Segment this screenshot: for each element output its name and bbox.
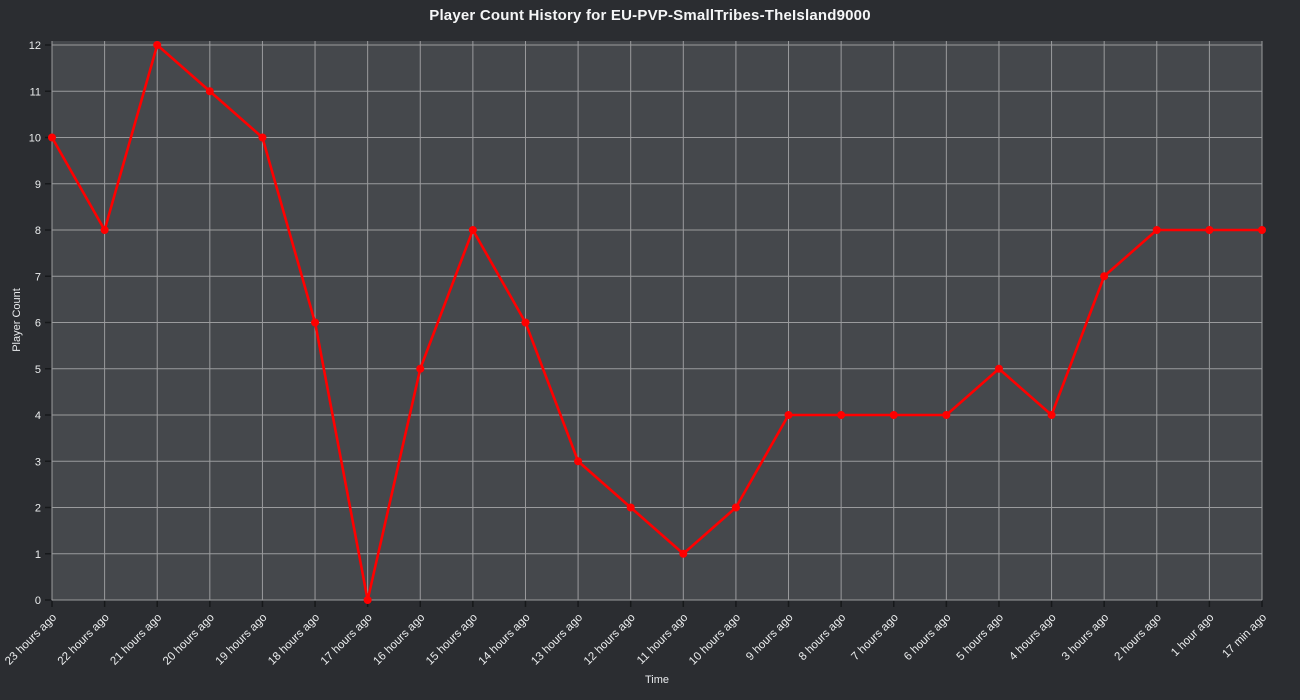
data-point (731, 503, 740, 512)
data-point (784, 411, 793, 419)
data-point (889, 411, 898, 419)
x-tick-label: 4 hours ago (1007, 612, 1058, 663)
data-point (1152, 226, 1161, 234)
x-tick-label: 5 hours ago (955, 612, 1006, 663)
x-tick-label: 10 hours ago (687, 612, 743, 668)
x-tick-label: 14 hours ago (477, 612, 533, 668)
data-point (942, 411, 951, 419)
data-point (100, 226, 109, 234)
x-tick-label: 6 hours ago (902, 612, 953, 663)
y-tick-label: 2 (35, 503, 41, 515)
x-tick-label: 18 hours ago (266, 612, 322, 668)
data-point (837, 411, 846, 419)
x-tick-label: 12 hours ago (582, 612, 638, 668)
x-tick-label: 16 hours ago (371, 612, 427, 668)
data-point (1258, 226, 1266, 234)
x-tick-label: 21 hours ago (108, 612, 164, 668)
x-tick-label: 17 min ago (1220, 612, 1269, 661)
x-tick-label: 9 hours ago (744, 612, 795, 663)
data-point (521, 318, 530, 327)
y-tick-label: 8 (35, 225, 41, 237)
data-point (994, 364, 1003, 373)
y-tick-label: 6 (35, 318, 41, 330)
data-point (205, 87, 214, 96)
x-tick-label: 1 hour ago (1169, 612, 1216, 659)
data-point (48, 133, 56, 142)
y-tick-label: 12 (29, 40, 41, 52)
data-point (363, 596, 372, 604)
data-point (1047, 411, 1056, 419)
y-tick-label: 5 (35, 364, 41, 376)
data-point (468, 226, 477, 234)
player-count-line (50, 43, 1264, 602)
x-tick-label: 22 hours ago (56, 612, 112, 668)
x-tick-label: 3 hours ago (1060, 612, 1111, 663)
data-point (311, 318, 320, 327)
data-point (1100, 272, 1109, 281)
x-tick-label: 23 hours ago (3, 612, 59, 668)
plot-background (52, 41, 1262, 600)
x-tick-label: 17 hours ago (319, 612, 375, 668)
y-tick-label: 1 (35, 549, 41, 561)
x-axis-label: Time (644, 674, 670, 686)
x-tick-label: 19 hours ago (214, 612, 270, 668)
y-tick-label: 7 (35, 271, 41, 283)
y-tick-label: 3 (35, 456, 41, 468)
y-tick-label: 4 (35, 410, 41, 422)
data-point (258, 133, 267, 142)
x-tick-label: 20 hours ago (161, 612, 217, 668)
data-point (574, 457, 583, 466)
x-tick-label: 15 hours ago (424, 612, 480, 668)
y-axis-label: Player Count (11, 288, 23, 352)
data-point (153, 41, 162, 49)
data-point (626, 503, 635, 512)
x-tick-label: 8 hours ago (797, 612, 848, 663)
y-tick-label: 10 (29, 133, 41, 145)
x-tick-label: 7 hours ago (849, 612, 900, 663)
x-tick-label: 13 hours ago (529, 612, 585, 668)
x-tick-label: 11 hours ago (635, 612, 690, 667)
data-point (679, 549, 688, 558)
chart-title: Player Count History for EU-PVP-SmallTri… (429, 7, 871, 24)
data-point (416, 364, 425, 373)
y-tick-label: 9 (35, 179, 41, 191)
y-tick-label: 0 (35, 595, 41, 607)
y-tick-label: 11 (30, 86, 41, 98)
x-tick-label: 2 hours ago (1112, 612, 1163, 663)
data-point (1205, 226, 1214, 234)
